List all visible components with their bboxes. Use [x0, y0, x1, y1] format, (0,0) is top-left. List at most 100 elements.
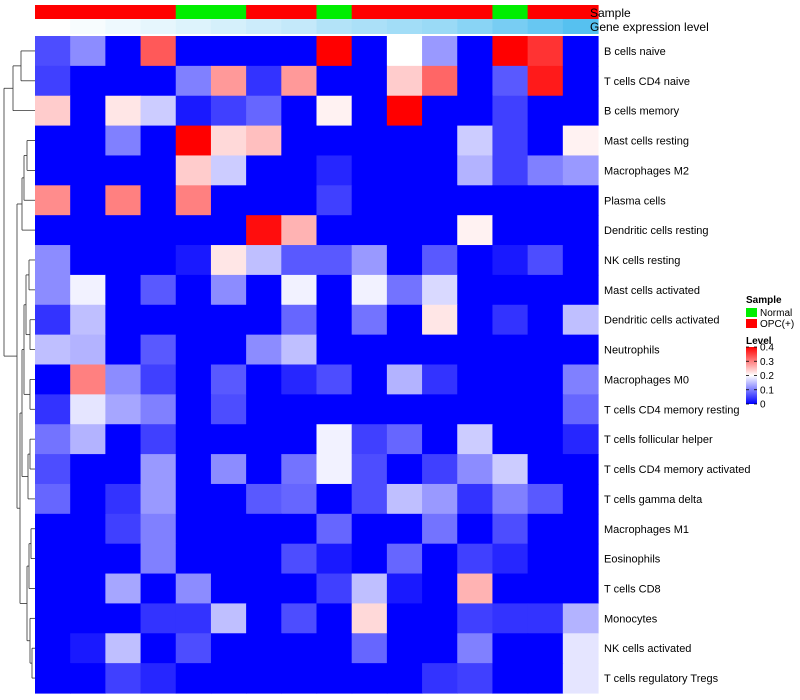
- heatmap-cell: [527, 215, 564, 246]
- heatmap-cell: [281, 36, 318, 67]
- heatmap-cell: [457, 573, 494, 605]
- heatmap-cell: [210, 663, 247, 694]
- heatmap-cell: [105, 304, 142, 336]
- row-label: T cells CD4 memory activated: [604, 464, 751, 476]
- heatmap-cell: [105, 125, 142, 157]
- heatmap-cell: [351, 424, 388, 455]
- heatmap-cell: [457, 663, 494, 694]
- gene-expression-annotation-cell: [457, 19, 494, 34]
- heatmap-cell: [140, 424, 177, 455]
- heatmap-cell: [70, 36, 106, 67]
- heatmap-cell: [422, 603, 458, 634]
- heatmap-cell: [316, 454, 353, 485]
- sample-annotation-cell: [105, 5, 142, 19]
- heatmap-cell: [351, 36, 388, 67]
- heatmap-cell: [105, 364, 142, 395]
- heatmap-cell: [246, 483, 282, 515]
- heatmap-cell: [351, 513, 388, 545]
- heatmap-cell: [422, 663, 458, 694]
- heatmap-cell: [281, 573, 318, 605]
- row-labels: B cells naive T cells CD4 naive B cells me…: [604, 46, 751, 685]
- heatmap-cell: [351, 155, 388, 186]
- heatmap-cell: [386, 483, 423, 515]
- heatmap-cell: [210, 65, 247, 97]
- heatmap-cell: [281, 125, 318, 157]
- heatmap-cell: [457, 245, 494, 276]
- heatmap-cell: [140, 334, 177, 366]
- heatmap-cell: [105, 185, 142, 216]
- heatmap-cell: [527, 543, 564, 575]
- gene-expression-annotation-cell: [351, 19, 388, 34]
- heatmap-cell: [316, 245, 353, 276]
- row-label: T cells follicular helper: [604, 434, 713, 446]
- heatmap-cell: [105, 483, 142, 515]
- sample-annotation-cell: [492, 5, 529, 19]
- sample-annotation-cell: [316, 5, 353, 19]
- heatmap-cell: [105, 65, 142, 97]
- heatmap-cell: [140, 663, 177, 694]
- heatmap-cell: [210, 633, 247, 664]
- heatmap-cell: [562, 95, 599, 127]
- legend-tick-label: 0: [760, 400, 766, 411]
- heatmap-cell: [105, 334, 142, 366]
- heatmap-cell: [140, 65, 177, 97]
- heatmap-cell: [457, 185, 494, 216]
- sample-annotation-cell: [457, 5, 494, 19]
- heatmap-cell: [140, 185, 177, 216]
- heatmap-cell: [562, 334, 599, 366]
- heatmap-cell: [210, 215, 247, 246]
- heatmap-cell: [140, 603, 177, 634]
- heatmap-cell: [35, 95, 71, 127]
- heatmap-cell: [281, 424, 318, 455]
- sample-annotation-cell: [386, 5, 423, 19]
- heatmap-cell: [70, 95, 106, 127]
- heatmap-cell: [105, 215, 142, 246]
- heatmap-cell: [422, 424, 458, 455]
- heatmap-cell: [140, 155, 177, 186]
- heatmap-cell: [562, 125, 599, 157]
- heatmap-cell: [527, 513, 564, 545]
- gene-expression-annotation-cell: [105, 19, 142, 34]
- heatmap-cell: [422, 304, 458, 336]
- heatmap-cell: [35, 36, 71, 67]
- gene-expression-annotation-cell: [175, 19, 212, 34]
- heatmap-cell: [246, 274, 282, 306]
- heatmap-cell: [422, 483, 458, 515]
- heatmap-cell: [281, 65, 318, 97]
- heatmap-cell: [562, 543, 599, 575]
- heatmap-cell: [35, 155, 71, 186]
- annotation-label-sample: Sample: [590, 6, 631, 20]
- gene-expression-annotation-cell: [35, 19, 71, 34]
- heatmap-cell: [492, 513, 529, 545]
- heatmap-cell: [281, 185, 318, 216]
- legend-tick-label: 0.3: [760, 357, 774, 368]
- heatmap-cell: [246, 513, 282, 545]
- legend-tick-label: 0.2: [760, 371, 774, 382]
- heatmap-cell: [175, 364, 212, 395]
- heatmap-cell: [281, 603, 318, 634]
- legend-tick-label: 0.4: [760, 343, 774, 354]
- heatmap-cell: [246, 155, 282, 186]
- heatmap-cell: [316, 543, 353, 575]
- row-label: B cells naive: [604, 46, 666, 58]
- heatmap-cell: [457, 274, 494, 306]
- heatmap-cell: [316, 364, 353, 395]
- heatmap-cell: [351, 364, 388, 395]
- heatmap-cell: [70, 543, 106, 575]
- heatmap-cell: [492, 185, 529, 216]
- heatmap-cell: [246, 663, 282, 694]
- heatmap-cell: [175, 274, 212, 306]
- legend-tick-label: 0.1: [760, 385, 774, 396]
- row-label: T cells CD4 naive: [604, 76, 690, 88]
- heatmap-cell: [351, 274, 388, 306]
- heatmap-cell: [527, 454, 564, 485]
- legend-level-colorbar: [746, 347, 757, 404]
- heatmap-cell: [562, 483, 599, 515]
- row-label: Dendritic cells resting: [604, 225, 709, 237]
- heatmap-cell: [105, 394, 142, 425]
- heatmap-cell: [527, 125, 564, 157]
- heatmap-cell: [210, 304, 247, 336]
- legend-normal-label: Normal: [760, 308, 792, 319]
- heatmap-cell: [492, 274, 529, 306]
- heatmap-cell: [386, 245, 423, 276]
